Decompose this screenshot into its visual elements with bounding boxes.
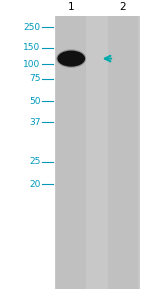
Text: 37: 37	[29, 118, 40, 127]
Text: 100: 100	[23, 60, 40, 69]
Text: 50: 50	[29, 97, 40, 105]
Text: 1: 1	[68, 2, 75, 12]
FancyBboxPatch shape	[55, 16, 140, 289]
Text: 75: 75	[29, 74, 40, 83]
Text: 250: 250	[23, 23, 40, 32]
Text: 2: 2	[120, 2, 126, 12]
Ellipse shape	[57, 50, 85, 67]
FancyBboxPatch shape	[108, 16, 138, 289]
Ellipse shape	[56, 49, 86, 68]
FancyBboxPatch shape	[56, 16, 86, 289]
Ellipse shape	[62, 53, 80, 64]
Text: 25: 25	[29, 157, 40, 166]
Ellipse shape	[59, 52, 83, 65]
Text: 20: 20	[29, 180, 40, 188]
Text: 150: 150	[23, 43, 40, 52]
